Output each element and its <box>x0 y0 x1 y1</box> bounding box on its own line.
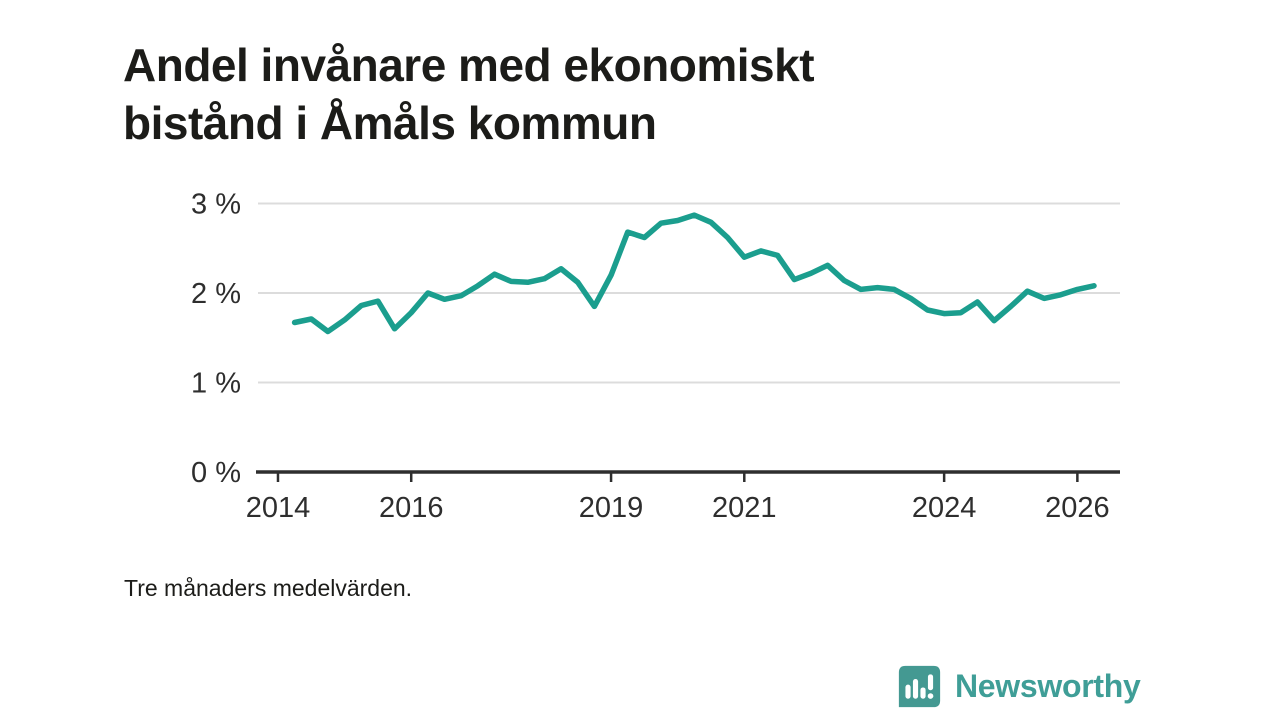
x-tick-label: 2026 <box>1045 492 1110 524</box>
y-tick-label: 3 % <box>191 189 241 221</box>
chart-footnote: Tre månaders medelvärden. <box>124 575 413 601</box>
x-tick-label: 2021 <box>712 492 777 524</box>
data-line <box>291 212 1097 335</box>
page-title-line1: Andel invånare med ekonomiskt <box>123 38 815 91</box>
x-tick-label: 2014 <box>246 492 311 524</box>
page-title-line2: bistånd i Åmåls kommun <box>123 96 657 149</box>
x-tick-label: 2016 <box>379 492 444 524</box>
y-tick-label: 2 % <box>191 278 241 310</box>
x-tick-label: 2019 <box>579 492 644 524</box>
y-tick-label: 0 % <box>191 457 241 489</box>
page-title: Andel invånare med ekonomiskt bistånd i … <box>123 37 1103 153</box>
brand-logo: Newsworthy <box>897 664 1141 709</box>
y-tick-label: 1 % <box>191 368 241 400</box>
x-tick-label: 2024 <box>912 492 977 524</box>
newsworthy-speech-bubble-bar-chart-icon <box>898 665 941 708</box>
brand-name: Newsworthy <box>955 668 1141 704</box>
